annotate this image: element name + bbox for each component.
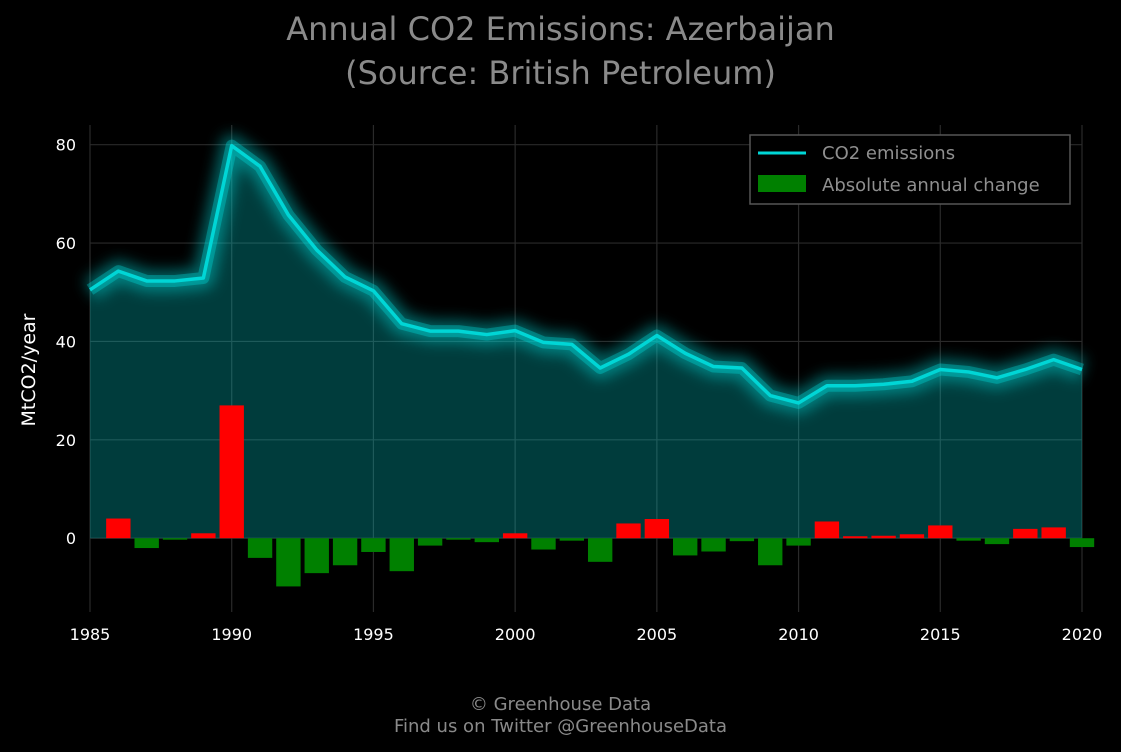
x-tick-label-1995: 1995 [353, 625, 394, 644]
legend-label-emissions: CO2 emissions [822, 143, 955, 164]
change-bar-1994 [332, 538, 358, 566]
change-bar-2006 [673, 538, 698, 556]
change-bar-2014 [899, 534, 925, 539]
x-tick-label-2000: 2000 [495, 625, 536, 644]
x-tick-label-2020: 2020 [1062, 625, 1103, 644]
change-bar-1989 [191, 533, 216, 539]
footer-copyright: © Greenhouse Data [469, 694, 652, 715]
footer-twitter: Find us on Twitter @GreenhouseData [393, 716, 728, 737]
change-bar-2018 [1013, 528, 1038, 539]
annual-change-bars [106, 405, 1095, 587]
axes: 1985 1990 1995 2000 2005 2010 2015 2020 0 20 40 60 8… [56, 136, 1103, 644]
change-bar-2017 [984, 538, 1010, 545]
y-tick-label-0: 0 [66, 529, 76, 548]
change-bar-2003 [587, 538, 613, 562]
x-tick-label-2005: 2005 [636, 625, 677, 644]
change-bar-1998 [446, 538, 471, 540]
change-bar-2009 [758, 538, 783, 566]
change-bar-1993 [304, 538, 329, 574]
change-bar-1991 [247, 538, 273, 558]
change-bar-1997 [417, 538, 443, 546]
legend-box [749, 134, 1071, 205]
emissions-line-group [83, 134, 1086, 414]
emissions-area-fill [90, 145, 1082, 539]
x-tick-label-2015: 2015 [920, 625, 961, 644]
change-bar-1995 [361, 538, 386, 552]
change-bar-2010 [786, 538, 811, 546]
legend-bar-swatch [758, 175, 806, 192]
y-tick-label-60: 60 [56, 234, 76, 253]
chart-title-line1: Annual CO2 Emissions: Azerbaijan [286, 10, 835, 48]
change-bar-1996 [389, 538, 414, 572]
y-tick-label-40: 40 [56, 332, 76, 351]
change-bar-1992 [276, 538, 301, 587]
x-tick-label-2010: 2010 [778, 625, 819, 644]
y-tick-label-80: 80 [56, 136, 76, 155]
change-bar-1999 [474, 538, 499, 543]
change-bar-2007 [701, 538, 726, 552]
change-bar-2002 [559, 538, 585, 541]
change-bar-2012 [843, 536, 868, 539]
change-bar-2015 [928, 525, 953, 539]
y-axis-label: MtCO2/year [18, 313, 40, 426]
change-bar-2000 [502, 533, 528, 539]
change-bar-2004 [616, 523, 641, 539]
y-tick-label-20: 20 [56, 431, 76, 450]
legend: CO2 emissions Absolute annual change [749, 134, 1071, 205]
x-tick-label-1985: 1985 [70, 625, 111, 644]
x-tick-label-1990: 1990 [211, 625, 252, 644]
legend-label-change: Absolute annual change [822, 175, 1040, 196]
chart-title-line2: (Source: British Petroleum) [345, 54, 776, 92]
change-bar-2005 [644, 519, 670, 539]
change-bar-2011 [814, 521, 840, 539]
change-bar-1988 [162, 538, 188, 540]
change-bar-1987 [134, 538, 159, 549]
change-bar-2008 [729, 538, 755, 542]
change-bar-2019 [1041, 527, 1066, 539]
change-bar-2001 [531, 538, 556, 550]
emissions-area [90, 145, 1082, 539]
change-bar-2016 [956, 538, 981, 541]
change-bar-1986 [106, 518, 131, 539]
change-bar-2013 [871, 535, 896, 539]
change-bar-2020 [1069, 538, 1095, 548]
change-bar-1990 [219, 405, 244, 539]
emissions-line [89, 143, 1083, 405]
